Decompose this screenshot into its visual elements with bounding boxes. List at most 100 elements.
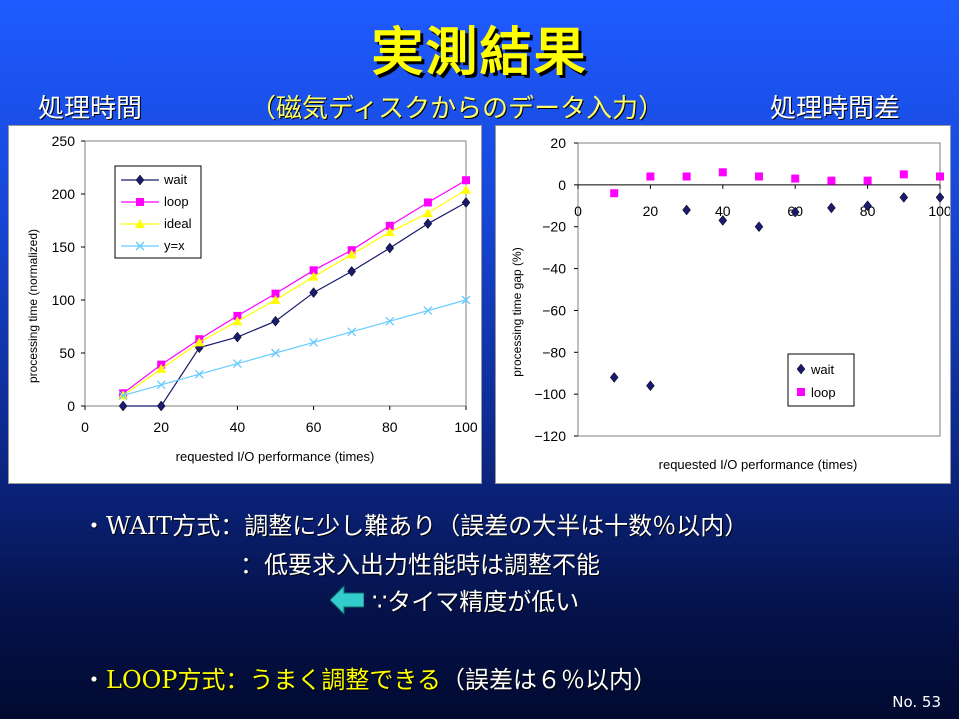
series-line-wait xyxy=(123,201,467,407)
y-tick-label: 20 xyxy=(550,135,566,151)
slide-title: 実測結果 xyxy=(371,23,588,83)
x-tick-label: 0 xyxy=(574,203,582,219)
data-point-y=x-stroke xyxy=(194,369,204,379)
legend-label-loop: loop xyxy=(164,194,189,209)
data-point-wait xyxy=(682,204,691,216)
legend-label-y=x: y=x xyxy=(164,238,185,253)
legend-marker-wait xyxy=(796,363,806,375)
x-tick-label: 60 xyxy=(306,419,322,435)
legend-label-wait: wait xyxy=(810,362,835,377)
y-tick-label: 50 xyxy=(59,345,75,361)
data-point-ideal xyxy=(232,316,243,326)
chart-legend: wait loop xyxy=(787,353,855,407)
data-point-wait xyxy=(385,242,395,254)
wait-reason: ∵タイマ精度が低い xyxy=(372,588,580,616)
x-tick-label: 20 xyxy=(153,419,169,435)
y-tick-label: 0 xyxy=(558,177,566,193)
x-tick-label: 40 xyxy=(715,203,731,219)
legend-marker-wait xyxy=(135,174,145,186)
wait-method-name: WAIT xyxy=(106,512,173,540)
y-tick-label: −20 xyxy=(542,219,566,235)
legend-label-loop: loop xyxy=(811,385,836,400)
data-point-y=x xyxy=(385,316,395,326)
loop-highlight: うまく調整できる xyxy=(249,666,441,694)
legend-label-wait: wait xyxy=(163,172,188,187)
processing-time-chart: processing time (normalized) requested I… xyxy=(8,125,482,484)
plot-area xyxy=(577,142,941,437)
data-point-y=x-stroke xyxy=(423,306,433,316)
data-point-loop xyxy=(791,174,800,183)
processing-time-gap-chart: processing time gap (%) requested I/O pe… xyxy=(495,125,952,484)
data-point-loop xyxy=(646,172,655,181)
data-point-wait xyxy=(863,200,872,212)
data-point-y=x xyxy=(232,359,242,369)
data-point-loop xyxy=(899,170,908,179)
data-point-ideal xyxy=(422,208,433,218)
y-tick-label: −40 xyxy=(542,261,566,277)
data-point-y=x-stroke xyxy=(461,295,471,305)
series-line-loop xyxy=(122,179,467,394)
data-point-loop xyxy=(462,176,470,185)
data-point-loop xyxy=(682,172,691,181)
x-tick-label: 100 xyxy=(454,419,478,435)
data-point-y=x xyxy=(118,390,128,400)
data-point-y=x xyxy=(194,369,204,379)
data-point-y=x-stroke xyxy=(271,348,280,358)
wait-description: 方式：調整に少し難あり（誤差の大半は十数％以内） xyxy=(172,512,749,540)
data-point-y=x-stroke xyxy=(309,337,319,347)
data-point-ideal xyxy=(346,249,357,259)
data-point-ideal xyxy=(384,227,395,237)
y-tick-label: −120 xyxy=(534,428,566,444)
data-point-ideal xyxy=(308,271,319,281)
y-tick-label: 250 xyxy=(52,133,76,149)
data-point-wait xyxy=(935,192,945,203)
y-axis-title: processing time gap (%) xyxy=(510,247,524,376)
x-tick-label: 80 xyxy=(382,419,398,435)
data-point-y=x-stroke xyxy=(385,316,395,326)
data-point-y=x-stroke xyxy=(347,327,357,337)
y-axis-title: processing time (normalized) xyxy=(26,229,40,383)
wait-bullet: ・WAIT方式：調整に少し難あり（誤差の大半は十数％以内） xyxy=(82,506,748,541)
data-point-y=x xyxy=(347,327,357,337)
chart-left-heading: 処理時間 xyxy=(38,94,143,124)
data-point-wait xyxy=(233,331,242,343)
legend-marker-loop xyxy=(797,388,805,396)
slide-subtitle: （磁気ディスクからのデータ入力） xyxy=(250,94,665,124)
data-point-loop xyxy=(309,266,318,275)
loop-description: （誤差は６％以内） xyxy=(440,666,657,694)
loop-method-label: 方式： xyxy=(177,666,250,694)
x-axis-title: requested I/O performance (times) xyxy=(176,449,375,464)
data-point-y=x-stroke xyxy=(232,359,242,369)
series-line-y=x xyxy=(122,299,467,396)
data-point-wait xyxy=(827,202,836,214)
data-point-loop xyxy=(423,198,432,207)
data-point-y=x xyxy=(423,306,433,316)
chart-right-heading: 処理時間差 xyxy=(770,94,901,124)
y-tick-label: 200 xyxy=(52,186,76,202)
x-tick-label: 0 xyxy=(81,419,89,435)
slide-number: No. 53 xyxy=(892,693,941,711)
data-point-y=x-stroke xyxy=(118,390,128,400)
data-point-y=x-stroke xyxy=(156,380,166,390)
data-point-wait xyxy=(347,265,357,277)
chart-legend: wait loop ideal y=x xyxy=(114,165,202,259)
data-point-y=x xyxy=(309,337,319,347)
legend-label-ideal: ideal xyxy=(164,216,192,231)
processing-time-gap-chart-svg: processing time gap (%) requested I/O pe… xyxy=(510,135,952,472)
bullet-mark: ・ xyxy=(82,512,106,540)
legend-marker-loop xyxy=(136,198,144,206)
data-point-wait xyxy=(790,206,800,218)
loop-bullet: ・LOOP方式：うまく調整できる（誤差は６％以内） xyxy=(82,660,657,695)
data-point-wait xyxy=(309,287,318,298)
y-tick-label: −100 xyxy=(534,386,566,402)
data-point-loop xyxy=(863,176,872,185)
data-point-wait xyxy=(271,315,280,327)
data-point-wait xyxy=(646,380,655,392)
data-point-loop xyxy=(827,176,836,185)
x-axis-title: requested I/O performance (times) xyxy=(659,457,858,472)
data-point-y=x xyxy=(271,348,280,358)
x-tick-label: 20 xyxy=(643,203,659,219)
data-point-loop xyxy=(755,172,763,181)
series-line-ideal xyxy=(122,189,467,396)
data-point-loop xyxy=(718,168,727,177)
